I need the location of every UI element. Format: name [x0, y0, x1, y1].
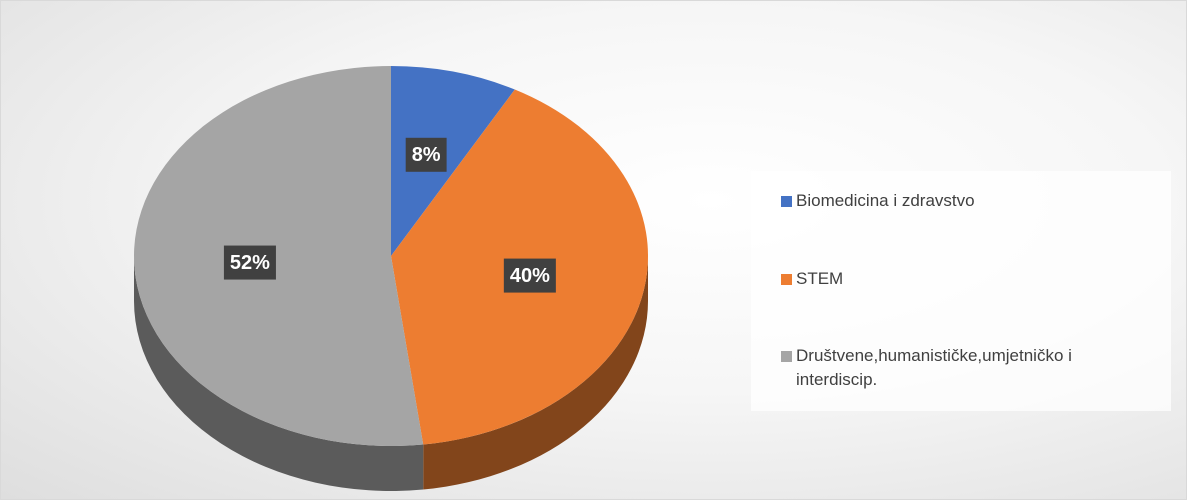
data-label-text: 52%: [230, 252, 270, 274]
slice-side: [423, 256, 648, 490]
data-label-box: [503, 258, 556, 293]
data-label-text: 8%: [412, 144, 441, 166]
data-label-text: 40%: [510, 265, 550, 287]
data-label: 40%: [503, 258, 556, 293]
legend-label: Društvene,humanističke,umjetničko i inte…: [796, 346, 1072, 389]
slice-side: [134, 256, 424, 491]
legend-item: STEM: [781, 267, 1171, 291]
slice: [391, 66, 515, 256]
slice: [134, 66, 424, 446]
legend-swatch: [781, 196, 792, 207]
data-label: 8%: [405, 137, 447, 172]
legend-item: Društvene,humanističke,umjetničko i inte…: [781, 344, 1171, 392]
legend-label: STEM: [796, 269, 844, 288]
data-label-box: [223, 245, 276, 280]
data-label: 52%: [223, 245, 276, 280]
legend-item: Biomedicina i zdravstvo: [781, 189, 1171, 213]
legend-label: Biomedicina i zdravstvo: [796, 191, 975, 210]
legend-swatch: [781, 351, 792, 362]
data-label-box: [405, 137, 447, 172]
legend: Biomedicina i zdravstvo STEM Društvene,hum…: [751, 171, 1171, 411]
legend-swatch: [781, 274, 792, 285]
